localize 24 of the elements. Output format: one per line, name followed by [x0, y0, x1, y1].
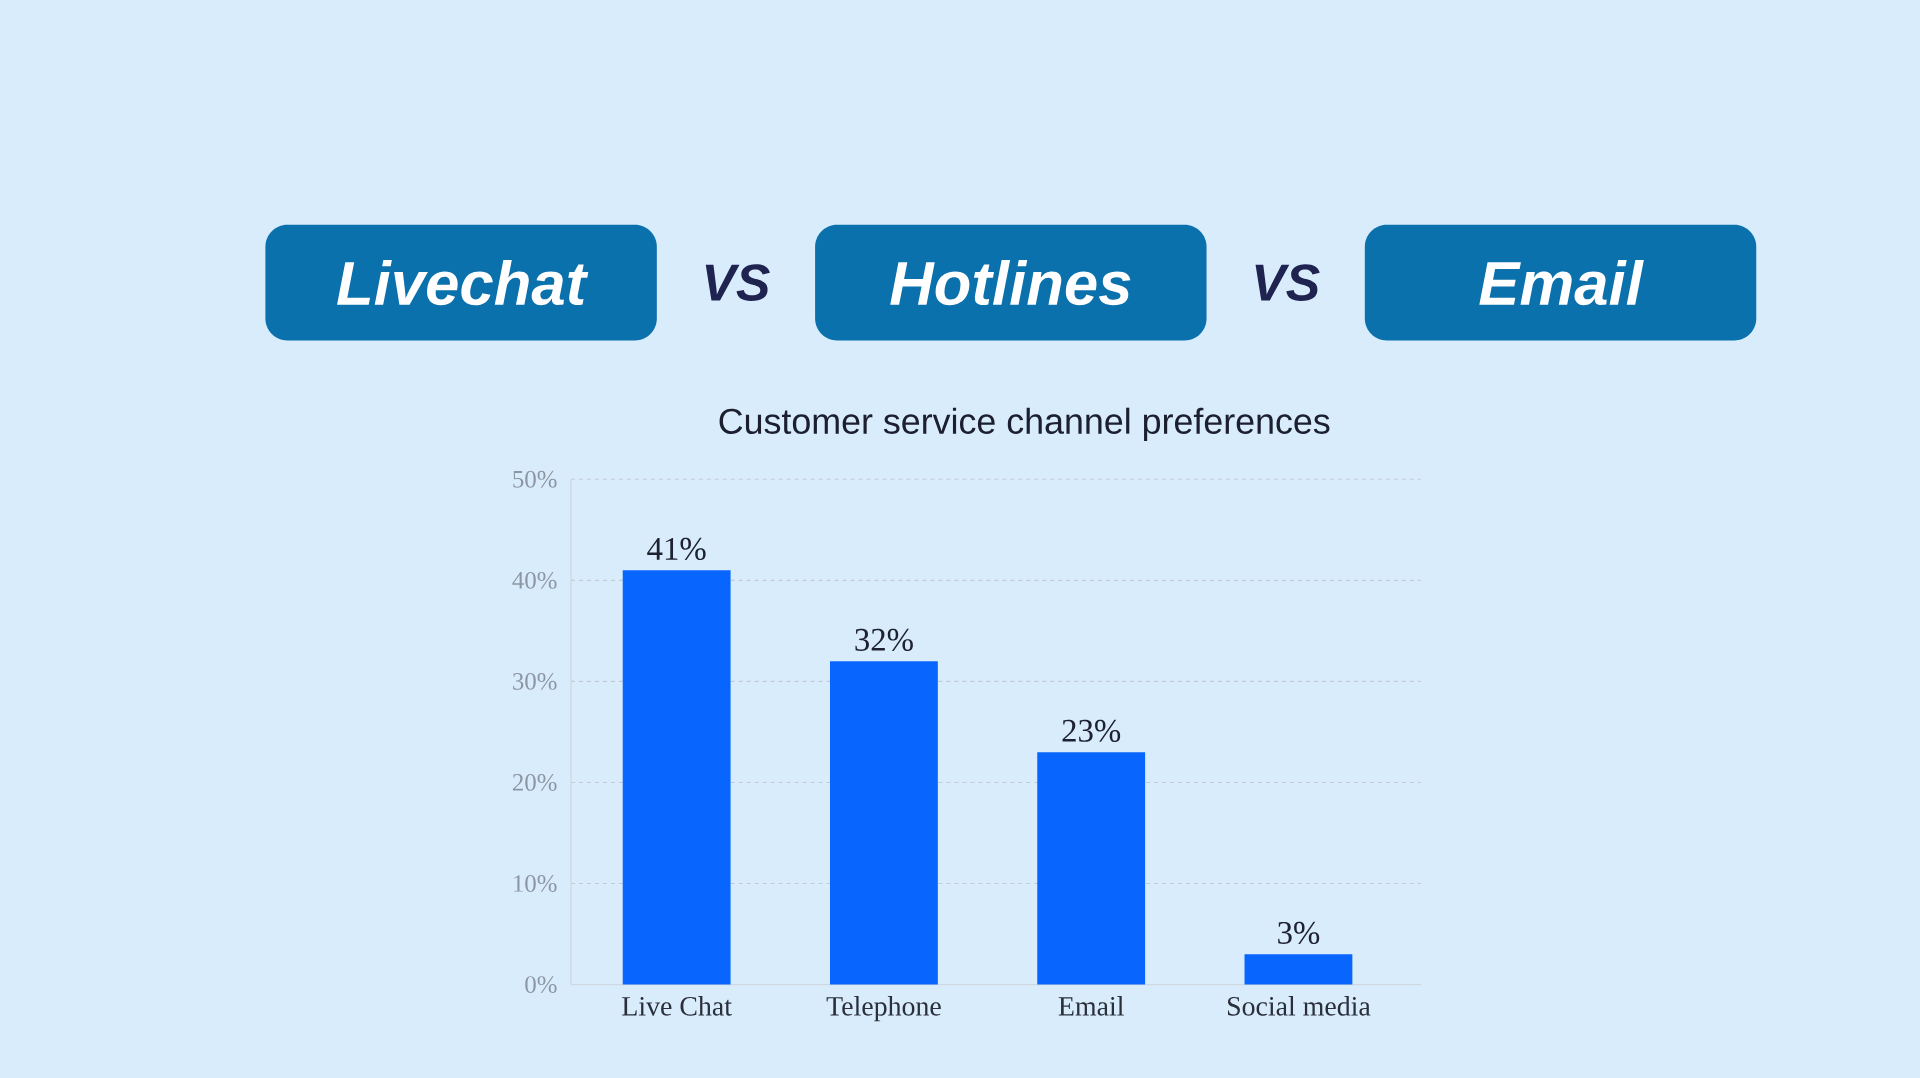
- bar: [1244, 954, 1353, 985]
- x-tick-label: Social media: [1227, 995, 1371, 1016]
- x-tick-label: Telephone: [826, 995, 941, 1022]
- chart-title: Customer service channel preferences: [719, 407, 1330, 441]
- data-label: 23%: [1062, 719, 1121, 742]
- x-tick-label: Live Chat: [622, 995, 732, 1016]
- y-tick-label: 0%: [525, 975, 557, 993]
- x-tick-label: Email: [1058, 995, 1124, 1016]
- text: VS: [1255, 264, 1320, 301]
- text: Hotlines: [890, 259, 1131, 306]
- y-tick-label: 50%: [513, 470, 557, 488]
- bar: [622, 570, 731, 985]
- data-label: 41%: [647, 537, 706, 560]
- data-label: 32%: [855, 628, 913, 651]
- text: VS: [705, 264, 770, 301]
- text: Email: [1479, 259, 1644, 306]
- y-tick-label: 40%: [512, 571, 557, 589]
- y-tick-label: 10%: [514, 874, 557, 892]
- y-tick-label: 20%: [512, 773, 557, 791]
- y-tick-label: 30%: [513, 672, 557, 690]
- text: Livechat: [337, 259, 589, 306]
- bar: [830, 660, 938, 985]
- bar: [1037, 751, 1146, 985]
- data-label: 3%: [1278, 921, 1320, 944]
